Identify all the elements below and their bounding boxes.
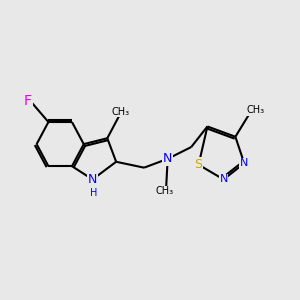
Text: N: N bbox=[88, 173, 97, 186]
Text: H: H bbox=[90, 188, 98, 198]
Text: CH₃: CH₃ bbox=[156, 186, 174, 196]
Text: F: F bbox=[24, 94, 32, 108]
Text: CH₃: CH₃ bbox=[112, 107, 130, 117]
Text: N: N bbox=[219, 174, 228, 184]
Text: CH₃: CH₃ bbox=[247, 105, 265, 115]
Text: S: S bbox=[195, 158, 203, 171]
Text: N: N bbox=[240, 158, 248, 168]
Text: N: N bbox=[163, 152, 172, 165]
